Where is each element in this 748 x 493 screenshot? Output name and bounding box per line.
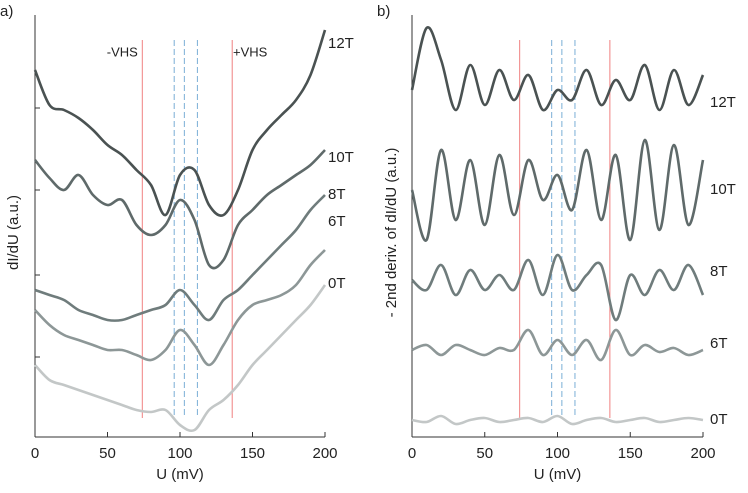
x-tick-label: 100 <box>545 445 570 462</box>
x-axis-label: U (mV) <box>534 466 582 483</box>
x-tick-label: 200 <box>312 445 337 462</box>
x-tick-label: 150 <box>618 445 643 462</box>
series-label: 6T <box>710 335 728 352</box>
marker-label: +VHS <box>233 44 268 59</box>
panel-label: b) <box>377 3 390 20</box>
curve <box>411 253 705 322</box>
marker-label: -VHS <box>107 44 138 59</box>
curve <box>410 138 705 242</box>
series-label: 6T <box>328 213 346 230</box>
series-label: 0T <box>328 275 346 292</box>
series-label: 0T <box>710 411 728 428</box>
curve <box>34 194 326 322</box>
curve <box>411 414 704 426</box>
series-label: 12T <box>328 35 354 52</box>
series-label: 8T <box>328 186 346 203</box>
x-tick-label: 50 <box>99 445 116 462</box>
curve <box>33 149 326 270</box>
y-axis-label: dI/dU (a.u.) <box>5 195 22 270</box>
panel-label: a) <box>0 3 13 20</box>
x-tick-label: 150 <box>240 445 265 462</box>
x-tick-label: 200 <box>690 445 715 462</box>
curve <box>33 29 327 217</box>
series-label: 10T <box>328 149 354 166</box>
curve <box>410 26 705 112</box>
y-axis-label: - 2nd deriv. of dI/dU (a.u.) <box>383 148 400 318</box>
curve <box>34 249 326 367</box>
curve <box>34 284 327 433</box>
x-axis-label: U (mV) <box>156 466 204 483</box>
x-tick-label: 0 <box>31 445 39 462</box>
x-tick-label: 100 <box>167 445 192 462</box>
series-label: 12T <box>710 94 736 111</box>
x-tick-label: 0 <box>408 445 416 462</box>
x-tick-label: 50 <box>476 445 493 462</box>
curve <box>411 328 704 362</box>
series-label: 8T <box>710 263 728 280</box>
series-label: 10T <box>710 181 736 198</box>
